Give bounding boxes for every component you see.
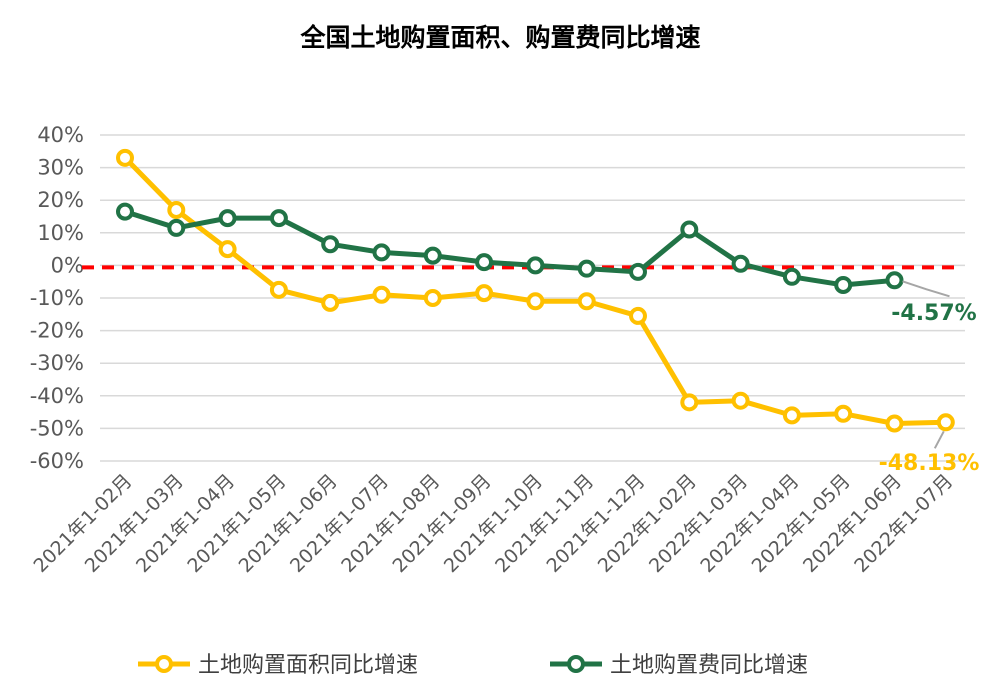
- y-tick-label: -40%: [30, 384, 84, 408]
- legend-marker: [155, 655, 173, 673]
- data-point: [167, 218, 186, 237]
- y-tick-label: -20%: [30, 319, 84, 343]
- y-tick-label: 10%: [37, 221, 84, 245]
- data-point: [269, 209, 288, 228]
- data-point: [116, 148, 134, 167]
- series-1: [116, 148, 955, 433]
- data-point: [321, 235, 340, 254]
- data-label: -4.57%: [891, 301, 976, 326]
- legend-label: 土地购置费同比增速: [610, 653, 808, 678]
- data-point: [218, 209, 237, 228]
- data-point: [423, 289, 442, 307]
- data-point: [629, 262, 647, 281]
- data-point: [526, 292, 545, 311]
- data-point: [372, 285, 391, 304]
- data-point: [526, 256, 545, 275]
- data-point: [782, 406, 801, 425]
- data-label: -48.13%: [879, 451, 980, 476]
- data-point: [782, 267, 801, 286]
- series-group: [116, 148, 955, 433]
- data-point: [731, 254, 750, 273]
- y-tick-label: -50%: [30, 416, 84, 440]
- y-tick-label: 40%: [37, 123, 84, 147]
- grid-lines: [100, 134, 965, 462]
- data-point: [321, 293, 340, 312]
- data-point: [936, 413, 955, 432]
- data-point: [577, 259, 596, 278]
- leader-line: [902, 280, 950, 298]
- data-point: [372, 243, 391, 262]
- data-point: [423, 246, 442, 265]
- legend: 土地购置面积同比增速 土地购置费同比增速: [138, 653, 808, 678]
- data-point: [116, 202, 134, 221]
- data-point: [269, 280, 288, 299]
- y-tick-label: -30%: [30, 351, 84, 375]
- legend-label: 土地购置面积同比增速: [198, 653, 418, 678]
- data-point: [577, 292, 596, 311]
- chart-title: 全国土地购置面积、购置费同比增速: [300, 23, 701, 52]
- legend-marker: [567, 655, 585, 673]
- series-line: [123, 156, 946, 427]
- legend-item: 土地购置费同比增速: [550, 653, 808, 678]
- legend-item: 土地购置面积同比增速: [138, 653, 418, 678]
- data-point: [885, 414, 904, 433]
- data-point: [731, 391, 750, 410]
- data-point: [629, 306, 647, 325]
- end-labels: -4.57% -48.13%: [879, 280, 980, 476]
- data-point: [218, 240, 237, 259]
- y-tick-label: 0%: [51, 253, 84, 277]
- data-point: [680, 220, 699, 239]
- data-point: [885, 271, 904, 290]
- data-point: [475, 253, 494, 272]
- data-point: [680, 393, 699, 412]
- y-tick-label: 30%: [37, 156, 84, 180]
- data-point: [475, 284, 494, 303]
- series-2: [116, 202, 904, 294]
- x-axis-ticks: 2021年1-02月2021年1-03月2021年1-04月2021年1-05月…: [29, 470, 957, 577]
- y-tick-label: -10%: [30, 286, 84, 310]
- y-tick-label: -60%: [30, 449, 84, 473]
- y-axis-ticks: 40% 30% 20% 10% 0% -10% -20% -30% -40% -50% -60%: [30, 123, 84, 473]
- y-tick-label: 20%: [37, 188, 84, 212]
- data-point: [834, 404, 853, 423]
- data-point: [834, 275, 853, 294]
- leader-line: [933, 430, 945, 449]
- data-point: [167, 200, 186, 219]
- series-line: [124, 209, 895, 288]
